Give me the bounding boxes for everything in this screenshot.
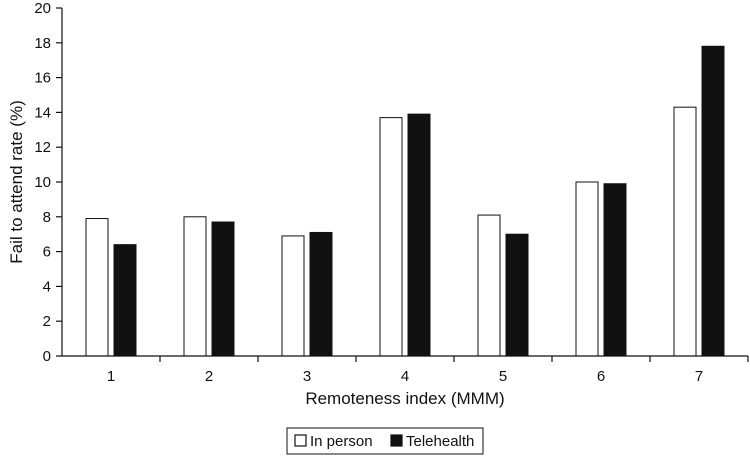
x-tick-label: 3 (303, 368, 311, 385)
y-tick-label: 8 (43, 209, 51, 226)
y-tick-label: 14 (34, 104, 51, 121)
legend: In person Telehealth (286, 427, 484, 455)
bar-in-person-7 (673, 106, 697, 357)
y-tick-label: 6 (43, 244, 51, 261)
bar-telehealth-3 (309, 231, 333, 357)
y-tick-label: 4 (43, 278, 51, 295)
bar-telehealth-5 (505, 233, 529, 357)
y-tick-label: 20 (34, 0, 51, 17)
legend-label-in-person: In person (310, 433, 373, 450)
y-tick-label: 2 (43, 313, 51, 330)
bar-telehealth-7 (701, 45, 725, 357)
y-axis-title: Fail to attend rate (%) (7, 100, 26, 263)
legend-swatch-telehealth (390, 434, 403, 447)
bar-telehealth-6 (603, 183, 627, 357)
y-tick-label: 16 (34, 70, 51, 87)
x-tick-label: 7 (695, 368, 703, 385)
legend-box (286, 427, 484, 455)
bar-in-person-4 (379, 117, 403, 357)
bar-in-person-6 (575, 181, 599, 357)
y-tick-label: 0 (43, 348, 51, 365)
y-axis-ticks: 0 2 4 6 8 10 12 14 16 18 20 (34, 0, 62, 365)
y-tick-label: 10 (34, 174, 51, 191)
x-axis-title: Remoteness index (MMM) (305, 389, 504, 408)
bar-in-person-1 (85, 218, 109, 357)
bar-telehealth-4 (407, 113, 431, 357)
bar-telehealth-2 (211, 221, 235, 357)
x-tick-label: 5 (499, 368, 507, 385)
bar-in-person-5 (477, 214, 501, 357)
x-axis-ticks: 1 2 3 4 5 6 7 (107, 356, 749, 385)
bars-layer (85, 45, 725, 357)
bar-in-person-3 (281, 235, 305, 357)
legend-label-telehealth: Telehealth (406, 433, 474, 450)
y-tick-label: 18 (34, 35, 51, 52)
x-tick-label: 6 (597, 368, 605, 385)
bar-telehealth-1 (113, 244, 137, 357)
x-tick-label: 2 (205, 368, 213, 385)
bar-in-person-2 (183, 216, 207, 357)
y-tick-label: 12 (34, 139, 51, 156)
legend-swatch-in-person (294, 434, 307, 447)
x-tick-label: 4 (401, 368, 409, 385)
x-tick-label: 1 (107, 368, 115, 385)
